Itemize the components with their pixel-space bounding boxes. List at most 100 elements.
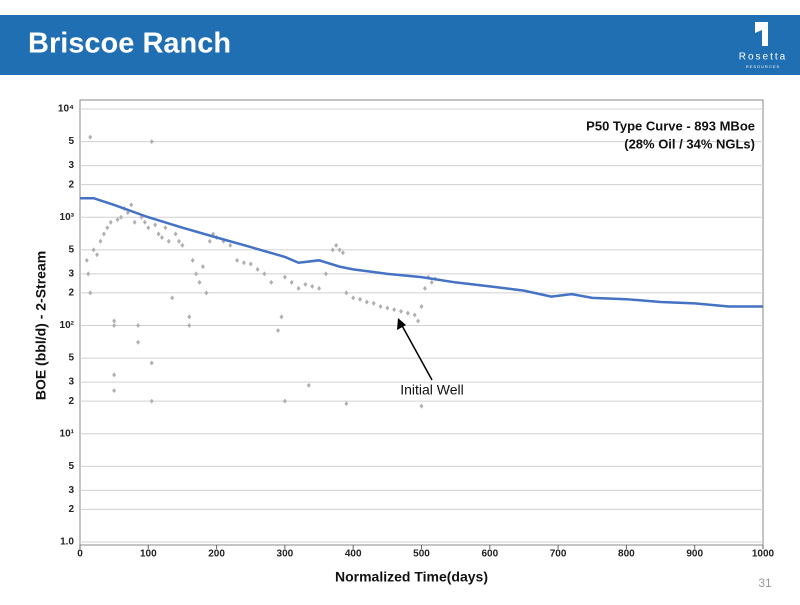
data-point	[84, 257, 89, 263]
data-point	[95, 252, 100, 258]
data-point	[276, 327, 281, 333]
annotation: (28% Oil / 34% NGLs)	[624, 136, 755, 151]
data-point	[429, 279, 434, 285]
data-point	[282, 398, 287, 404]
logo-sub: RESOURCES	[746, 64, 780, 69]
data-point	[108, 219, 113, 225]
y-tick-label: 1.0	[60, 537, 74, 548]
data-point	[419, 303, 424, 309]
data-point	[142, 219, 147, 225]
data-point	[344, 290, 349, 296]
data-point	[279, 314, 284, 320]
data-point	[306, 382, 311, 388]
x-tick-label: 200	[208, 549, 225, 560]
data-point	[392, 307, 397, 313]
x-tick-label: 0	[77, 549, 83, 560]
data-point	[344, 401, 349, 407]
y-tick-label: 2	[68, 396, 74, 407]
data-point	[419, 403, 424, 409]
arrow-head	[397, 318, 406, 330]
data-point	[340, 250, 345, 256]
x-tick-label: 500	[413, 549, 430, 560]
x-tick-label: 800	[618, 549, 635, 560]
y-tick-label: 10²	[60, 320, 75, 331]
data-point	[405, 310, 410, 316]
x-tick-label: 600	[481, 549, 498, 560]
y-tick-label: 3	[68, 160, 74, 171]
data-point	[371, 300, 376, 306]
data-point	[241, 260, 246, 266]
y-tick-label: 2	[68, 504, 74, 515]
data-point	[422, 285, 427, 291]
data-point	[177, 238, 182, 244]
data-point	[156, 231, 161, 237]
x-tick-label: 700	[550, 549, 567, 560]
page-number: 31	[758, 576, 772, 590]
x-tick-label: 1000	[752, 549, 775, 560]
annotation-arrow	[399, 321, 433, 381]
data-point	[282, 274, 287, 280]
annotation: P50 Type Curve - 893 MBoe	[586, 118, 755, 133]
data-point	[149, 139, 154, 145]
y-tick-label: 5	[68, 244, 74, 255]
data-point	[170, 295, 175, 301]
data-point	[364, 299, 369, 305]
data-point	[385, 305, 390, 311]
data-point	[118, 214, 123, 220]
y-tick-label: 3	[68, 268, 74, 279]
data-point	[91, 247, 96, 253]
data-point	[146, 225, 151, 231]
data-point	[399, 308, 404, 314]
data-point	[351, 295, 356, 301]
data-point	[105, 225, 110, 231]
data-point	[153, 222, 158, 228]
data-point	[136, 323, 141, 328]
data-point	[88, 290, 93, 296]
data-point	[330, 247, 335, 253]
y-tick-label: 3	[68, 377, 74, 388]
data-point	[115, 217, 120, 223]
data-point	[235, 257, 240, 263]
data-point	[112, 323, 117, 328]
data-point	[334, 242, 339, 248]
data-point	[173, 231, 178, 237]
data-point	[180, 242, 185, 248]
data-point	[197, 279, 202, 285]
data-point	[200, 264, 205, 270]
data-point	[228, 242, 233, 248]
data-point	[149, 398, 154, 404]
data-point	[358, 296, 363, 302]
data-point	[98, 238, 103, 244]
y-axis-label: BOE (bbl/d) - 2-Stream	[33, 251, 49, 400]
data-point	[412, 312, 417, 318]
slide-title: Briscoe Ranch	[28, 28, 231, 60]
y-tick-label: 5	[68, 461, 74, 472]
type-curve	[80, 196, 763, 308]
data-point	[112, 318, 117, 324]
data-point	[112, 372, 117, 378]
data-point	[112, 388, 117, 394]
y-tick-label: 2	[68, 288, 74, 299]
data-point	[289, 279, 294, 285]
data-point	[303, 281, 308, 287]
y-tick-label: 2	[68, 179, 74, 190]
data-point	[317, 285, 322, 291]
data-point	[204, 290, 209, 296]
x-tick-label: 900	[686, 549, 703, 560]
x-axis-label: Normalized Time(days)	[335, 569, 488, 585]
y-tick-label: 5	[68, 136, 74, 147]
data-point	[163, 225, 168, 231]
data-point	[296, 285, 301, 291]
data-point	[190, 257, 195, 263]
data-point	[269, 279, 274, 285]
y-tick-label: 3	[68, 485, 74, 496]
data-point	[86, 271, 91, 277]
logo-mark	[755, 22, 768, 46]
data-point	[207, 238, 212, 244]
data-point	[187, 314, 192, 320]
header-bar	[0, 15, 800, 75]
plot-frame	[79, 99, 764, 546]
data-point	[337, 247, 342, 253]
